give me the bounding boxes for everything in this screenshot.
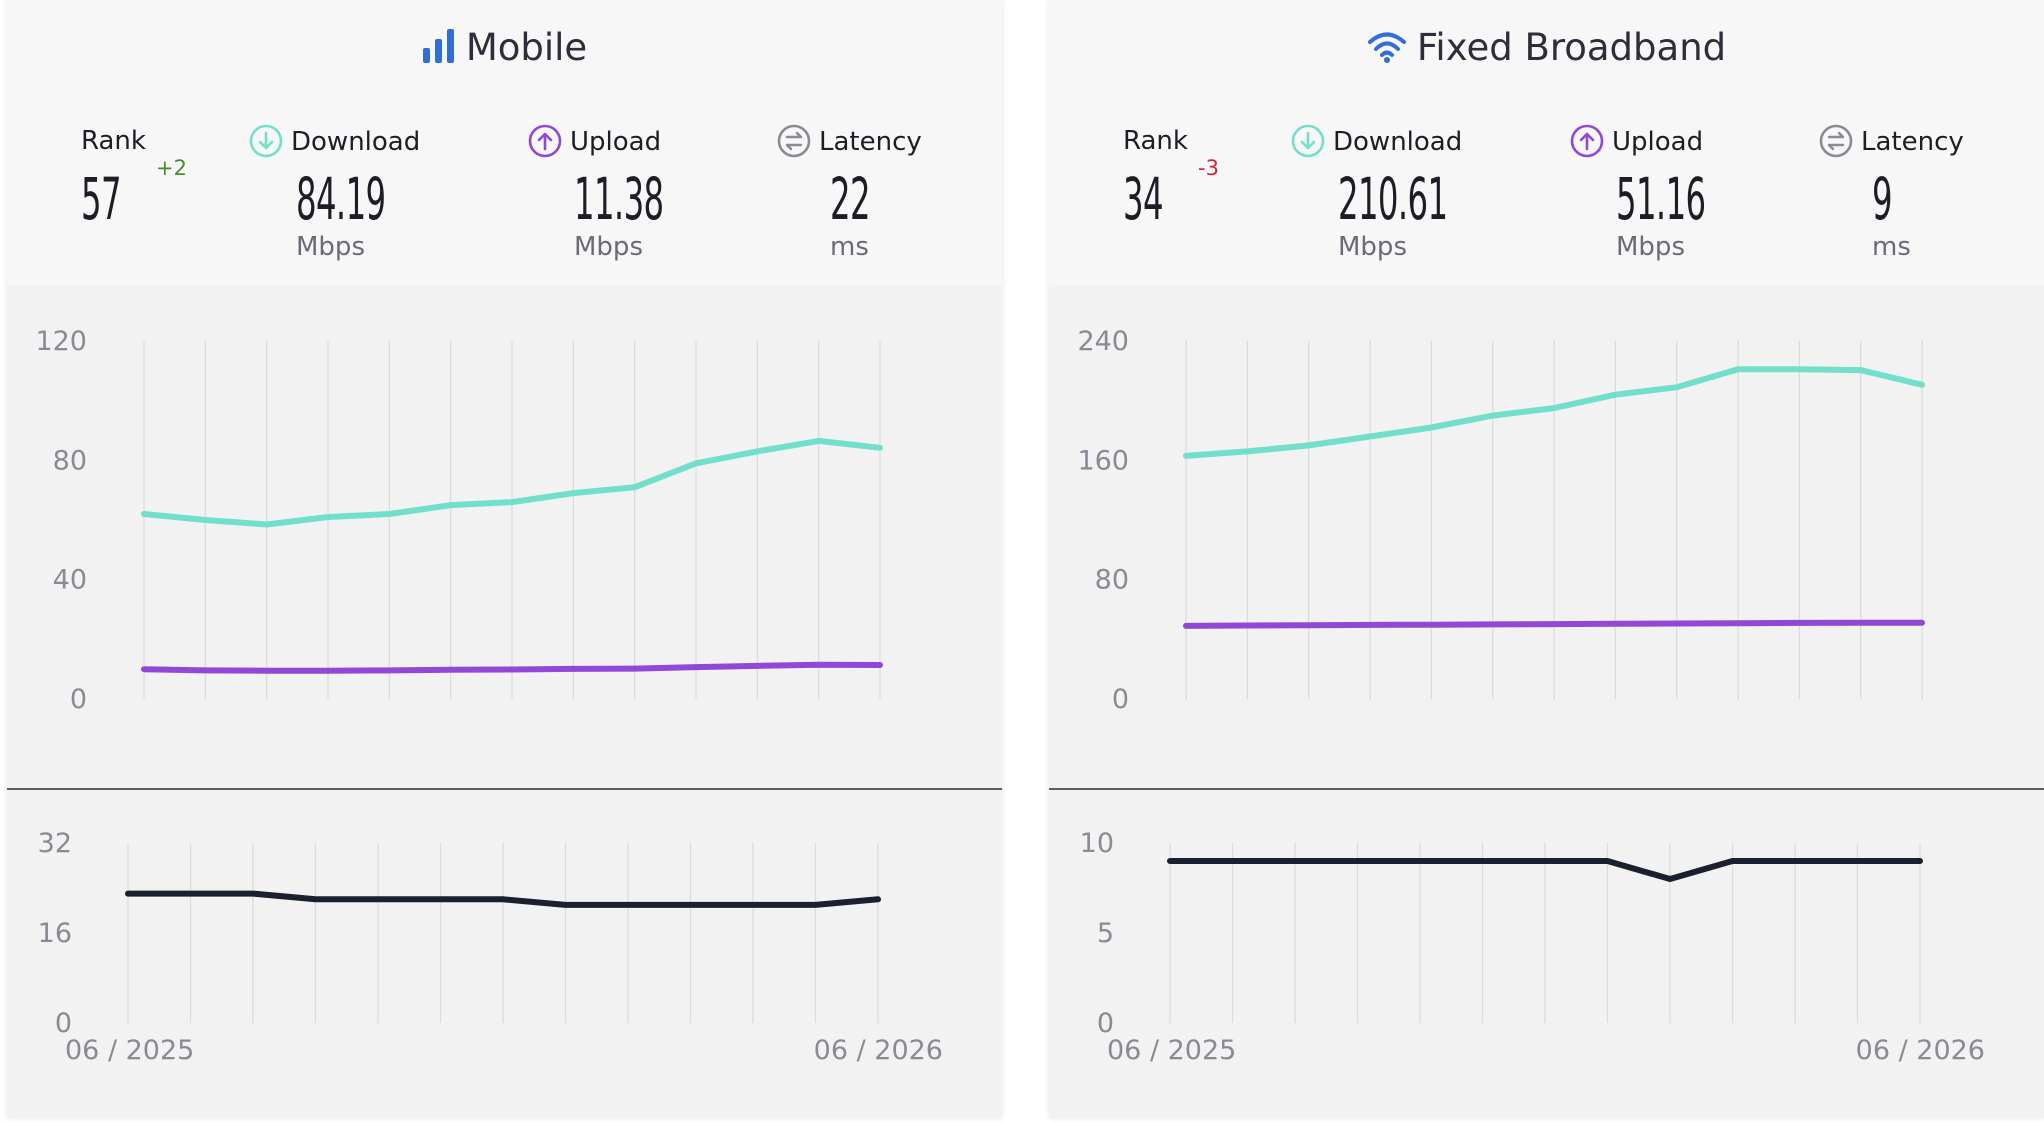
mobile-stats-header: Mobile Rank 57 +2 Download 84.19 Mbps Up… xyxy=(7,0,1002,285)
mobile-latency: Latency 22 ms xyxy=(777,124,997,274)
rank-label: Rank xyxy=(81,126,146,156)
download-value: 84.19 xyxy=(296,165,386,233)
upload-label: Upload xyxy=(570,127,662,157)
x-tick-label-end: 06 / 2026 xyxy=(1856,1035,1985,1066)
rank-value: 57 xyxy=(81,165,122,233)
x-tick-label-start: 06 / 2025 xyxy=(65,1035,194,1066)
latency-line xyxy=(125,890,881,908)
signal-bars-icon xyxy=(422,28,456,73)
latency-y-tick-label: 5 xyxy=(1097,918,1114,949)
latency-y-tick-label: 16 xyxy=(38,918,72,949)
y-tick-label: 120 xyxy=(35,326,87,357)
upload-arrow-icon xyxy=(528,124,562,167)
rank-label: Rank xyxy=(1123,126,1188,156)
mobile-panel: Mobile Rank 57 +2 Download 84.19 Mbps Up… xyxy=(7,0,1002,1118)
x-tick-label-end: 06 / 2026 xyxy=(814,1035,943,1066)
latency-value: 22 xyxy=(830,165,871,233)
latency-value: 9 xyxy=(1872,165,1893,233)
fixed-broadband-panel: Fixed Broadband Rank 34 -3 Download 210.… xyxy=(1049,0,2044,1118)
y-tick-label: 80 xyxy=(53,445,87,476)
y-tick-label: 0 xyxy=(70,684,87,715)
mobile-download: Download 84.19 Mbps xyxy=(249,124,469,274)
download-label: Download xyxy=(291,127,421,157)
fixed-title: Fixed Broadband xyxy=(1049,26,2044,73)
rank-change: -3 xyxy=(1198,156,1219,180)
latency-y-tick-label: 0 xyxy=(55,1008,72,1039)
mobile-title: Mobile xyxy=(7,26,1002,73)
download-unit: Mbps xyxy=(296,232,365,262)
x-tick-label-start: 06 / 2025 xyxy=(1107,1035,1236,1066)
download-line xyxy=(1183,366,1925,459)
download-arrow-icon xyxy=(1291,124,1325,167)
mobile-upload: Upload 11.38 Mbps xyxy=(528,124,748,274)
download-label: Download xyxy=(1333,127,1463,157)
latency-y-tick-label: 0 xyxy=(1097,1008,1114,1039)
download-unit: Mbps xyxy=(1338,232,1407,262)
latency-arrows-icon xyxy=(1819,124,1853,167)
fixed-download: Download 210.61 Mbps xyxy=(1291,124,1511,274)
mobile-title-text: Mobile xyxy=(465,26,588,69)
latency-unit: ms xyxy=(1872,232,1911,262)
latency-label: Latency xyxy=(1861,127,1964,157)
upload-line xyxy=(141,661,883,674)
latency-arrows-icon xyxy=(777,124,811,167)
mobile-chart: 0 40 80 120 0 16 32 06 / 2025 06 / 2026 xyxy=(7,326,1002,1066)
upload-unit: Mbps xyxy=(1616,232,1685,262)
latency-unit: ms xyxy=(830,232,869,262)
y-tick-label: 40 xyxy=(53,565,87,596)
wifi-icon xyxy=(1367,30,1407,73)
upload-value: 51.16 xyxy=(1616,165,1706,233)
latency-label: Latency xyxy=(819,127,922,157)
y-tick-label: 80 xyxy=(1095,565,1129,596)
y-tick-label: 240 xyxy=(1077,326,1129,357)
upload-label: Upload xyxy=(1612,127,1704,157)
fixed-title-text: Fixed Broadband xyxy=(1416,26,1727,69)
fixed-upload: Upload 51.16 Mbps xyxy=(1570,124,1790,274)
y-tick-label: 0 xyxy=(1112,684,1129,715)
rank-value: 34 xyxy=(1123,165,1164,233)
download-value: 210.61 xyxy=(1338,165,1448,233)
fixed-latency: Latency 9 ms xyxy=(1819,124,2039,274)
fixed-chart: 0 80 160 240 0 5 10 06 / 2025 06 / 2026 xyxy=(1049,326,2044,1066)
latency-line xyxy=(1167,858,1923,882)
mobile-rank: Rank 57 xyxy=(81,124,301,274)
download-line xyxy=(141,437,883,528)
upload-unit: Mbps xyxy=(574,232,643,262)
latency-y-tick-label: 32 xyxy=(38,828,72,859)
latency-y-tick-label: 10 xyxy=(1080,828,1114,859)
upload-line xyxy=(1183,619,1925,629)
upload-arrow-icon xyxy=(1570,124,1604,167)
fixed-stats-header: Fixed Broadband Rank 34 -3 Download 210.… xyxy=(1049,0,2044,285)
download-arrow-icon xyxy=(249,124,283,167)
upload-value: 11.38 xyxy=(574,165,664,233)
rank-change: +2 xyxy=(156,156,187,180)
fixed-rank: Rank 34 xyxy=(1123,124,1343,274)
y-tick-label: 160 xyxy=(1077,445,1129,476)
